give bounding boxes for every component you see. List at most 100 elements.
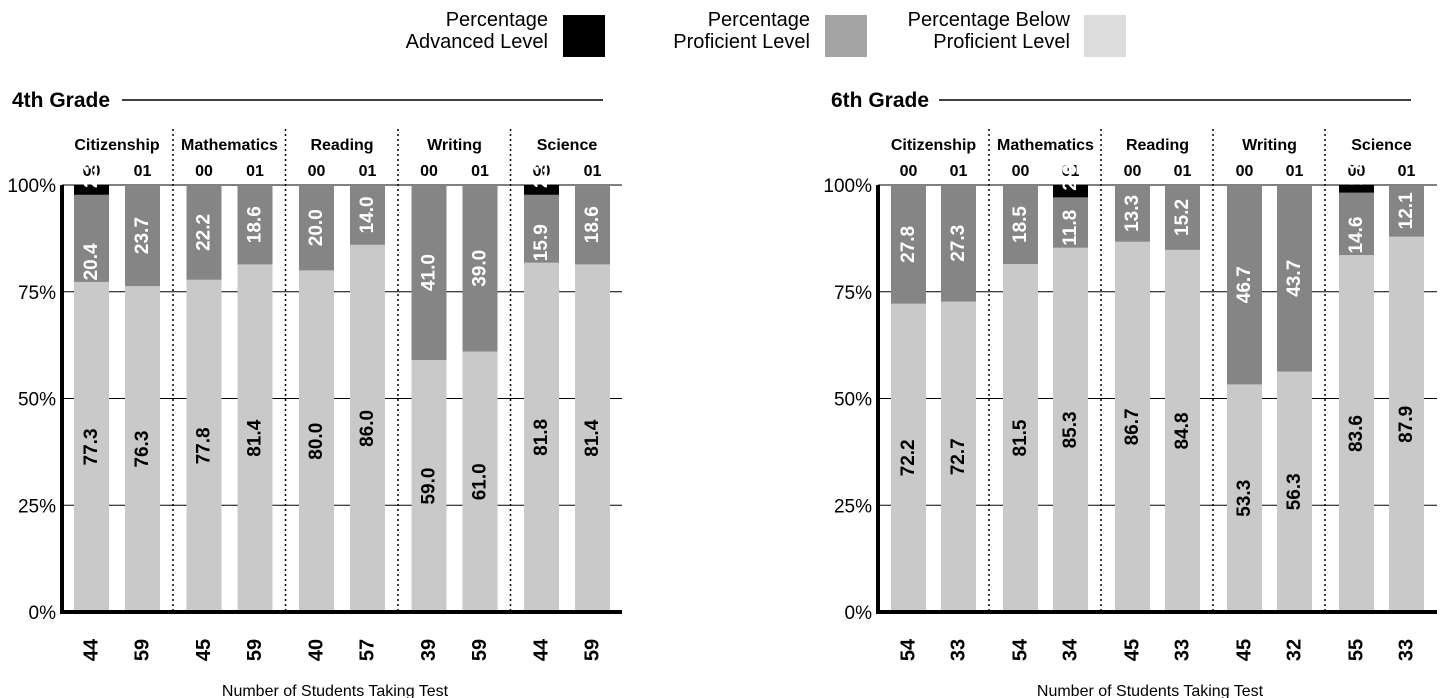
legend-proficient-label: Percentage Proficient Level: [673, 9, 810, 53]
bar-below-proficient: [237, 264, 273, 612]
value-label: 2.9: [1060, 164, 1081, 190]
bar-below-proficient: [74, 281, 109, 612]
student-count: 54: [898, 638, 920, 661]
bar-proficient: [524, 194, 559, 263]
bar-below-proficient: [1339, 255, 1374, 612]
subject-label: Citizenship: [74, 137, 160, 154]
value-label: 15.9: [531, 224, 552, 261]
year-label: 01: [950, 163, 968, 180]
value-label: 27.8: [898, 226, 919, 263]
year-label: 01: [1398, 163, 1416, 180]
bar-below-proficient: [462, 351, 498, 612]
legend-below-swatch: [1084, 15, 1126, 57]
bar-proficient: [1165, 185, 1200, 250]
bar-proficient: [186, 185, 222, 280]
student-count: 34: [1060, 638, 1082, 661]
bar-below-proficient: [941, 301, 976, 612]
subject-label: Reading: [1126, 137, 1189, 154]
bar-proficient: [1227, 185, 1262, 385]
subject-label: Writing: [1242, 137, 1297, 154]
value-label: 86.0: [357, 410, 378, 447]
value-label: 20.0: [306, 209, 327, 246]
year-label: 01: [1062, 163, 1080, 180]
chart-title: 6th Grade: [831, 89, 929, 112]
year-label: 01: [584, 163, 602, 180]
subject-label: Mathematics: [997, 137, 1094, 154]
student-count: 45: [193, 639, 215, 661]
bar-proficient: [1277, 185, 1312, 372]
student-count: 59: [244, 639, 266, 661]
student-count: 45: [1122, 639, 1144, 661]
bar-below-proficient: [575, 264, 610, 612]
value-label: 11.8: [1060, 210, 1081, 246]
year-label: 01: [134, 163, 152, 180]
subject-label: Writing: [427, 137, 482, 154]
bar-below-proficient: [1389, 236, 1424, 613]
subject-label: Mathematics: [181, 137, 278, 154]
student-count: 44: [531, 638, 553, 661]
value-label: 18.5: [1010, 206, 1031, 243]
value-label: 20.4: [81, 243, 102, 280]
bar-advanced: [524, 185, 559, 195]
year-label: 00: [900, 163, 918, 180]
student-count: 32: [1284, 639, 1306, 661]
bar-below-proficient: [125, 286, 160, 612]
chart-6th-grade: 6th Grade 0% 25% 50% 75% 100% Citizenship 00 72.…: [823, 89, 1437, 698]
student-count: 57: [357, 639, 379, 661]
student-count: 44: [81, 638, 103, 661]
bar-below-proficient: [891, 303, 926, 612]
value-label: 15.2: [1172, 199, 1193, 236]
value-label: 72.7: [948, 438, 969, 475]
student-count: 59: [469, 639, 491, 661]
bar-proficient: [1389, 185, 1424, 237]
bar-proficient: [575, 185, 610, 265]
value-label: 87.9: [1396, 406, 1417, 443]
value-label: 2.3: [81, 162, 102, 188]
bar-advanced: [1339, 185, 1374, 193]
bar-proficient: [299, 185, 334, 271]
subject-label: Science: [537, 137, 598, 154]
bar-below-proficient: [186, 279, 222, 612]
chart-4th-grade: 4th Grade 0% 25% 50% 75% 100% Citizenship 00 77.…: [7, 89, 622, 698]
value-label: 14.0: [357, 196, 378, 233]
value-label: 46.7: [1234, 266, 1255, 303]
bar-proficient: [1115, 185, 1150, 242]
value-label: 86.7: [1122, 408, 1143, 445]
year-label: 00: [1124, 163, 1142, 180]
value-label: 12.1: [1396, 192, 1417, 229]
subject-label: Science: [1351, 137, 1412, 154]
bar-proficient: [237, 185, 273, 265]
student-count: 54: [1010, 638, 1032, 661]
bar-below-proficient: [524, 262, 559, 612]
legend-proficient-swatch: [825, 15, 867, 57]
year-label: 01: [246, 163, 264, 180]
value-label: 81.8: [531, 419, 552, 456]
bar-proficient: [350, 185, 385, 245]
year-label: 00: [1236, 163, 1254, 180]
legend-below-label: Percentage Below Proficient Level: [907, 9, 1070, 53]
bar-below-proficient: [1053, 247, 1088, 613]
value-label: 1.8: [1346, 159, 1367, 185]
y-tick-label: 75%: [18, 283, 56, 304]
student-count: 33: [1172, 639, 1194, 661]
value-label: 53.3: [1234, 480, 1255, 517]
value-label: 18.6: [245, 206, 266, 243]
value-label: 13.3: [1122, 195, 1143, 232]
bar-proficient: [1003, 185, 1038, 264]
bar-proficient: [1339, 192, 1374, 256]
y-tick-label: 25%: [18, 496, 56, 517]
legend: Percentage Advanced Level Percentage Pro…: [0, 0, 1448, 70]
value-label: 81.4: [245, 419, 266, 456]
bar-below-proficient: [1115, 241, 1150, 612]
y-tick-label: 25%: [834, 496, 872, 517]
value-label: 77.8: [194, 427, 215, 464]
y-tick-label: 75%: [834, 283, 872, 304]
bar-below-proficient: [1165, 249, 1200, 613]
year-label: 01: [1174, 163, 1192, 180]
value-label: 18.6: [582, 206, 603, 243]
value-label: 76.3: [132, 431, 153, 468]
legend-advanced-label: Percentage Advanced Level: [405, 9, 548, 53]
y-tick-label: 0%: [845, 603, 873, 624]
value-label: 22.2: [194, 214, 215, 251]
year-label: 00: [1012, 163, 1030, 180]
